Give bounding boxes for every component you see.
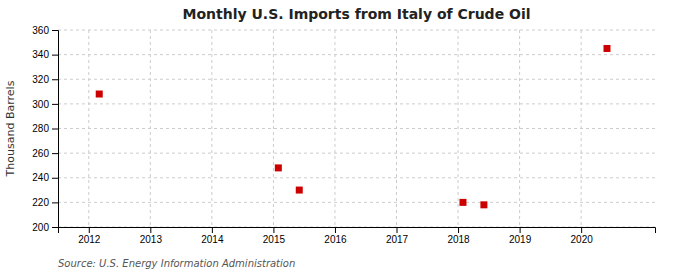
x-tick-mark [89, 227, 90, 233]
x-axis-line [59, 228, 656, 234]
y-tick: 240 [32, 172, 58, 183]
x-tick-label: 2019 [509, 234, 532, 245]
x-tick-mark [581, 227, 582, 233]
y-tick-label: 300 [32, 99, 49, 110]
y-tick: 280 [32, 123, 58, 134]
x-tick-label: 2014 [201, 234, 224, 245]
y-tick: 260 [32, 148, 58, 159]
x-tick-mark [150, 227, 151, 233]
y-tick-mark [52, 55, 58, 56]
x-tick-label: 2012 [78, 234, 101, 245]
y-tick: 360 [32, 25, 58, 36]
y-axis: 200 220 240 260 280 300 320 340 360 [32, 25, 58, 233]
x-tick-label: 2020 [571, 234, 594, 245]
grid-line-y [58, 153, 655, 154]
grid-line-x [458, 30, 459, 227]
grid-line-x [273, 30, 274, 227]
y-tick: 320 [32, 74, 58, 85]
x-tick-mark [520, 227, 521, 233]
y-axis-title: Thousand Barrels [4, 80, 17, 177]
x-tick: 2014 [201, 227, 224, 245]
point [275, 164, 282, 171]
x-tick: 2012 [78, 227, 101, 245]
x-tick-mark [212, 227, 213, 233]
x-tick: 2013 [140, 227, 163, 245]
x-tick: 2017 [386, 227, 409, 245]
point [296, 187, 303, 194]
y-tick-mark [52, 202, 58, 203]
source: Source: U.S. Energy Information Administ… [58, 258, 295, 269]
y-axis-line [52, 31, 59, 228]
x-tick-mark [397, 227, 398, 233]
y-tick-label: 220 [32, 197, 49, 208]
chart-svg: 2012201320142015201620172018201920202002… [0, 0, 675, 275]
x-tick-label: 2015 [263, 234, 286, 245]
x-tick: 2019 [509, 227, 532, 245]
y-tick: 340 [32, 49, 58, 60]
y-tick-mark [52, 178, 58, 179]
grid-line-y [58, 79, 655, 80]
grid-line-y [58, 177, 655, 178]
x-tick: 2018 [447, 227, 470, 245]
grid-line-y [58, 54, 655, 55]
grid-line-x [519, 30, 520, 227]
x-tick-label: 2017 [386, 234, 409, 245]
point [603, 45, 610, 52]
x-tick-mark [335, 227, 336, 233]
y-tick-label: 340 [32, 49, 49, 60]
x-tick-mark [273, 227, 274, 233]
y-tick: 220 [32, 197, 58, 208]
y-tick-label: 240 [32, 172, 49, 183]
point [96, 91, 103, 98]
plot-area: 2012201320142015201620172018201920202002… [32, 25, 655, 245]
y-tick: 200 [32, 222, 58, 233]
y-tick-mark [52, 129, 58, 130]
grid-line-y [58, 202, 655, 203]
y-tick-mark [52, 104, 58, 105]
y-tick-mark [52, 227, 58, 228]
y-tick: 300 [32, 99, 58, 110]
x-tick-label: 2016 [324, 234, 347, 245]
grid-line-x [211, 30, 212, 227]
x-tick: 2016 [324, 227, 347, 245]
x-tick-mark [458, 227, 459, 233]
y-tick-mark [52, 153, 58, 154]
grid-line-y [58, 30, 655, 31]
grid [58, 30, 655, 227]
y-tick-label: 200 [32, 222, 49, 233]
y-tick-label: 280 [32, 123, 49, 134]
y-tick-label: 320 [32, 74, 49, 85]
title: Monthly U.S. Imports from Italy of Crude… [182, 6, 530, 22]
y-tick-label: 260 [32, 148, 49, 159]
x-tick-label: 2013 [140, 234, 163, 245]
points [96, 45, 611, 208]
chart-container: 2012201320142015201620172018201920202002… [0, 0, 675, 275]
x-axis: 2012 2013 2014 2015 2016 2017 2018 2019 2020 [59, 227, 656, 245]
y-tick-mark [52, 79, 58, 80]
grid-line-y [58, 128, 655, 129]
grid-line-y [58, 103, 655, 104]
x-tick: 2020 [571, 227, 594, 245]
x-tick: 2015 [263, 227, 286, 245]
y-tick-label: 360 [32, 25, 49, 36]
x-tick-label: 2018 [447, 234, 470, 245]
point [459, 199, 466, 206]
point [480, 201, 487, 208]
y-tick-mark [52, 30, 58, 31]
